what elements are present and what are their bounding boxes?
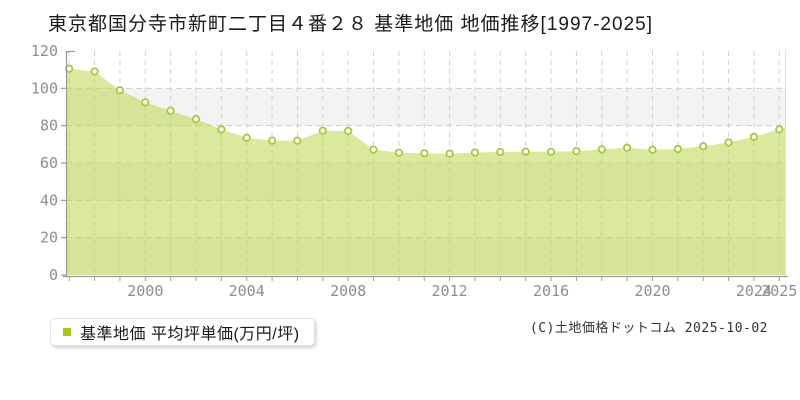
data-point-2019	[622, 143, 632, 152]
chart-title: 東京都国分寺市新町二丁目４番２８ 基準地価 地価推移[1997-2025]	[48, 14, 653, 35]
data-point-2013	[470, 148, 480, 157]
price-trend-chart: 0 20 40 60 80 100 120 2000 2004 2008 2012 2016 2020 2…	[0, 0, 797, 300]
data-point-1999	[115, 86, 125, 95]
y-tick-label-20: 20	[40, 229, 58, 247]
data-point-2017	[572, 147, 581, 156]
x-tick-label-2024: 2024	[736, 282, 772, 300]
x-tick-label-2016: 2016	[533, 282, 569, 300]
y-tick-label-80: 80	[40, 117, 58, 135]
data-point-2011	[420, 149, 429, 158]
y-tick-label-100: 100	[31, 79, 58, 97]
legend-box: 基準地価 平均坪単価(万円/坪)	[50, 318, 315, 346]
data-point-2012	[445, 149, 454, 158]
data-point-2024	[749, 132, 759, 141]
data-point-2005	[267, 136, 277, 145]
x-tick-label-2004: 2004	[229, 282, 265, 300]
legend-marker-icon	[63, 328, 71, 336]
data-point-2016	[546, 147, 556, 156]
y-tick-label-40: 40	[40, 191, 58, 209]
y-tick-label-60: 60	[40, 154, 58, 172]
data-point-2003	[217, 125, 226, 134]
data-point-2008	[344, 126, 353, 135]
data-point-2004	[242, 133, 251, 142]
data-point-2014	[496, 147, 505, 157]
data-point-2010	[394, 148, 403, 157]
legend-label: 基準地価 平均坪単価(万円/坪)	[80, 326, 300, 343]
x-tick-label-2025: 2025	[761, 282, 797, 300]
y-tick-label-120: 120	[31, 42, 58, 60]
data-point-1998	[90, 67, 99, 76]
copyright-text: (C)土地価格ドットコム 2025-10-02	[529, 321, 768, 336]
data-point-2015	[521, 147, 530, 156]
data-point-2023	[724, 138, 733, 147]
x-tick-label-2020: 2020	[634, 282, 670, 300]
data-point-2001	[166, 106, 175, 115]
x-tick-label-2008: 2008	[330, 282, 366, 300]
data-point-2006	[293, 136, 302, 145]
data-point-2018	[597, 145, 606, 154]
data-point-2025	[775, 125, 784, 134]
data-point-2009	[369, 145, 378, 154]
data-point-2020	[648, 145, 657, 154]
data-point-2022	[699, 142, 708, 151]
price-area	[66, 68, 785, 276]
x-tick-label-2000: 2000	[127, 282, 163, 300]
data-point-2002	[191, 115, 201, 124]
y-tick-label-0: 0	[49, 266, 58, 284]
data-point-2021	[673, 144, 683, 154]
data-point-2007	[318, 126, 327, 135]
data-point-2000	[141, 98, 150, 107]
x-tick-label-2012: 2012	[432, 282, 468, 300]
